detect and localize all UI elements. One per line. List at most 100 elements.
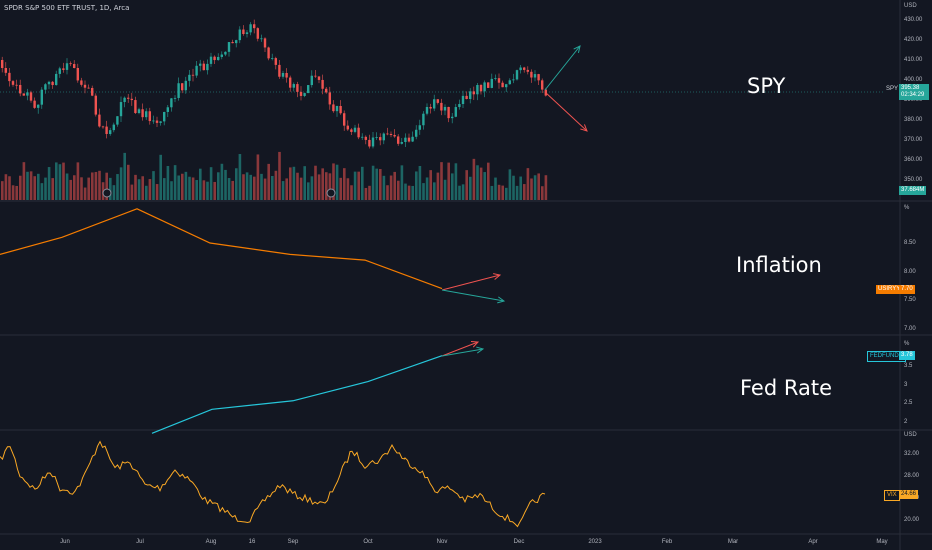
fed-tick: 3 <box>904 381 908 388</box>
candle <box>285 72 288 78</box>
volume-bar <box>134 174 137 200</box>
volume-bar <box>26 171 29 200</box>
spy-pane-label: SPY <box>747 74 786 98</box>
candle <box>429 106 432 109</box>
volume-bar <box>166 165 170 200</box>
volume-bar <box>271 175 274 200</box>
volume-bar <box>346 178 350 200</box>
fed-flat-arrow[interactable] <box>441 348 484 357</box>
candle <box>206 63 209 71</box>
volume-bar <box>436 172 440 200</box>
time-axis-label: Dec <box>513 539 525 545</box>
candle <box>404 137 407 143</box>
volume-bar <box>386 185 389 200</box>
inflation-value: 7.70 <box>899 285 915 294</box>
inflation-axis-unit: % <box>904 205 910 211</box>
candle <box>170 98 173 108</box>
volume-bar <box>368 185 371 200</box>
spy-tick: 370.00 <box>904 137 923 143</box>
inflation-down-arrow[interactable] <box>441 289 505 302</box>
volume-bar <box>123 152 126 200</box>
volume-bar <box>307 182 310 200</box>
volume-bar <box>404 183 407 200</box>
volume-bar <box>242 174 245 200</box>
volume-bar <box>461 184 465 200</box>
spy-countdown: 02:34:29 <box>901 92 925 98</box>
candle <box>19 84 22 94</box>
candle <box>487 82 490 88</box>
candle <box>245 32 249 34</box>
volume-bar <box>73 175 76 200</box>
candle <box>249 24 252 33</box>
candle <box>155 120 159 123</box>
time-axis-label: Aug <box>205 539 217 545</box>
candle <box>461 95 465 105</box>
inflation-up-arrow[interactable] <box>441 274 501 291</box>
candle <box>451 116 454 119</box>
candle <box>134 100 137 114</box>
candle <box>47 81 51 85</box>
volume-bar <box>332 163 335 200</box>
candle <box>382 133 385 141</box>
candle <box>433 99 436 109</box>
volume-bar <box>137 179 141 200</box>
volume-bar <box>343 168 346 200</box>
volume-bar <box>19 175 22 200</box>
vix-series <box>0 440 546 528</box>
candle <box>217 56 220 61</box>
volume-bar <box>44 177 47 200</box>
candle <box>519 67 522 71</box>
volume-bar <box>389 175 393 200</box>
candle <box>296 84 299 92</box>
inflation-tag: USIRYY <box>876 285 903 294</box>
candle <box>112 124 115 131</box>
volume-bar <box>310 176 314 200</box>
candle <box>11 81 15 85</box>
candle <box>26 92 29 96</box>
inflation-tick: 7.00 <box>904 325 916 332</box>
volume-bar <box>119 167 123 200</box>
candle <box>40 89 43 105</box>
volume-bar <box>501 185 504 200</box>
candle <box>505 84 508 88</box>
candle <box>454 107 457 117</box>
volume-bar <box>451 173 454 200</box>
volume-bar <box>22 162 26 200</box>
volume-bar <box>245 172 249 200</box>
candle <box>235 40 238 44</box>
volume-bar <box>263 178 267 200</box>
candle <box>364 136 367 140</box>
volume-bar <box>497 184 501 200</box>
candle <box>292 84 295 88</box>
volume-bar <box>213 181 216 200</box>
volume-bar <box>188 176 191 200</box>
fed-up-arrow[interactable] <box>441 341 479 357</box>
candle <box>350 129 353 132</box>
event-marker[interactable] <box>102 188 112 198</box>
time-axis-label: Jul <box>136 539 144 545</box>
candle <box>407 137 411 142</box>
inflation-up-arrow-head <box>493 273 502 280</box>
spy-tick: 390.00 <box>904 97 923 103</box>
bear-arrow[interactable] <box>544 91 588 132</box>
candle <box>65 63 69 70</box>
volume-bar <box>15 185 18 200</box>
candle <box>177 83 180 98</box>
candle <box>533 74 537 78</box>
candle <box>393 134 396 137</box>
symbol-title[interactable]: SPDR S&P 500 ETF TRUST, 1D, Arca <box>4 4 130 12</box>
volume-bar <box>508 169 512 200</box>
candle <box>4 67 7 73</box>
volume-bar <box>253 176 256 200</box>
candle <box>163 111 166 122</box>
volume-bar <box>181 173 184 200</box>
inflation-tick: 8.00 <box>904 268 916 275</box>
volume-bar <box>314 165 317 200</box>
event-marker[interactable] <box>326 188 336 198</box>
candle <box>278 64 281 77</box>
candle <box>303 93 306 96</box>
spy-projection-arrows <box>544 45 588 132</box>
bull-arrow[interactable] <box>544 45 581 91</box>
candle <box>483 82 486 92</box>
